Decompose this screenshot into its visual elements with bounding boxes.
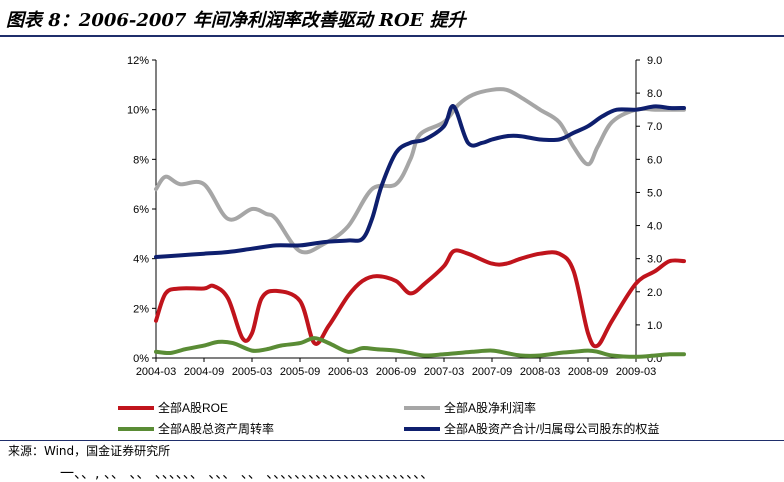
net-margin-line: [154, 87, 686, 255]
chart-title: 图表 8：2006-2007 年间净利润率改善驱动 ROE 提升: [6, 10, 466, 31]
left-tick-label: 4%: [133, 254, 149, 266]
roe-line: [154, 248, 686, 349]
x-tick-label: 2006-03: [328, 366, 368, 378]
x-tick-label: 2009-03: [616, 366, 656, 378]
left-tick-label: 2%: [133, 303, 149, 315]
x-tick-label: 2008-03: [520, 366, 560, 378]
x-tick-label: 2005-03: [232, 366, 272, 378]
legend-asset-turnover-label: 全部A股总资产周转率: [158, 421, 274, 436]
title-divider: [0, 35, 784, 37]
source-divider: [0, 440, 784, 441]
right-tick-label: 1.0: [647, 320, 662, 332]
source-note: 来源：Wind，国金证券研究所: [8, 444, 171, 458]
right-tick-label: 7.0: [647, 121, 662, 133]
cut-off-body-text: 一、、, 、、 、、 、、、、、、 、、、 、、 、、、、、、、、、、、、、、、…: [60, 466, 435, 482]
left-tick-label: 6%: [133, 204, 149, 216]
left-tick-label: 8%: [133, 154, 149, 166]
legend-equity-multiplier-label: 全部A股资产合计/归属母公司股东的权益: [444, 421, 659, 436]
x-tick-label: 2004-03: [136, 366, 176, 378]
right-tick-label: 8.0: [647, 88, 662, 100]
x-tick-label: 2005-09: [280, 366, 320, 378]
right-tick-label: 6.0: [647, 154, 662, 166]
right-tick-label: 5.0: [647, 187, 662, 199]
left-tick-label: 10%: [127, 105, 149, 117]
x-tick-label: 2004-09: [184, 366, 224, 378]
x-tick-label: 2006-09: [376, 366, 416, 378]
left-tick-label: 0%: [133, 353, 149, 365]
asset-turnover-line: [154, 336, 686, 359]
chart-axes: 0%2%4%6%8%10%12%0.01.02.03.04.05.06.07.0…: [127, 55, 662, 378]
legend-net-margin-label: 全部A股净利润率: [444, 400, 536, 415]
right-tick-label: 4.0: [647, 221, 662, 233]
x-tick-label: 2007-09: [472, 366, 512, 378]
legend-roe-label: 全部A股ROE: [158, 400, 228, 415]
equity-multiplier-line: [154, 104, 686, 259]
right-tick-label: 9.0: [647, 55, 662, 67]
x-tick-label: 2007-03: [424, 366, 464, 378]
chart-series-lines: [154, 87, 686, 359]
x-tick-label: 2008-09: [568, 366, 608, 378]
line-chart: 0%2%4%6%8%10%12%0.01.02.03.04.05.06.07.0…: [118, 55, 686, 436]
left-tick-label: 12%: [127, 55, 149, 67]
right-tick-label: 2.0: [647, 287, 662, 299]
right-tick-label: 3.0: [647, 254, 662, 266]
